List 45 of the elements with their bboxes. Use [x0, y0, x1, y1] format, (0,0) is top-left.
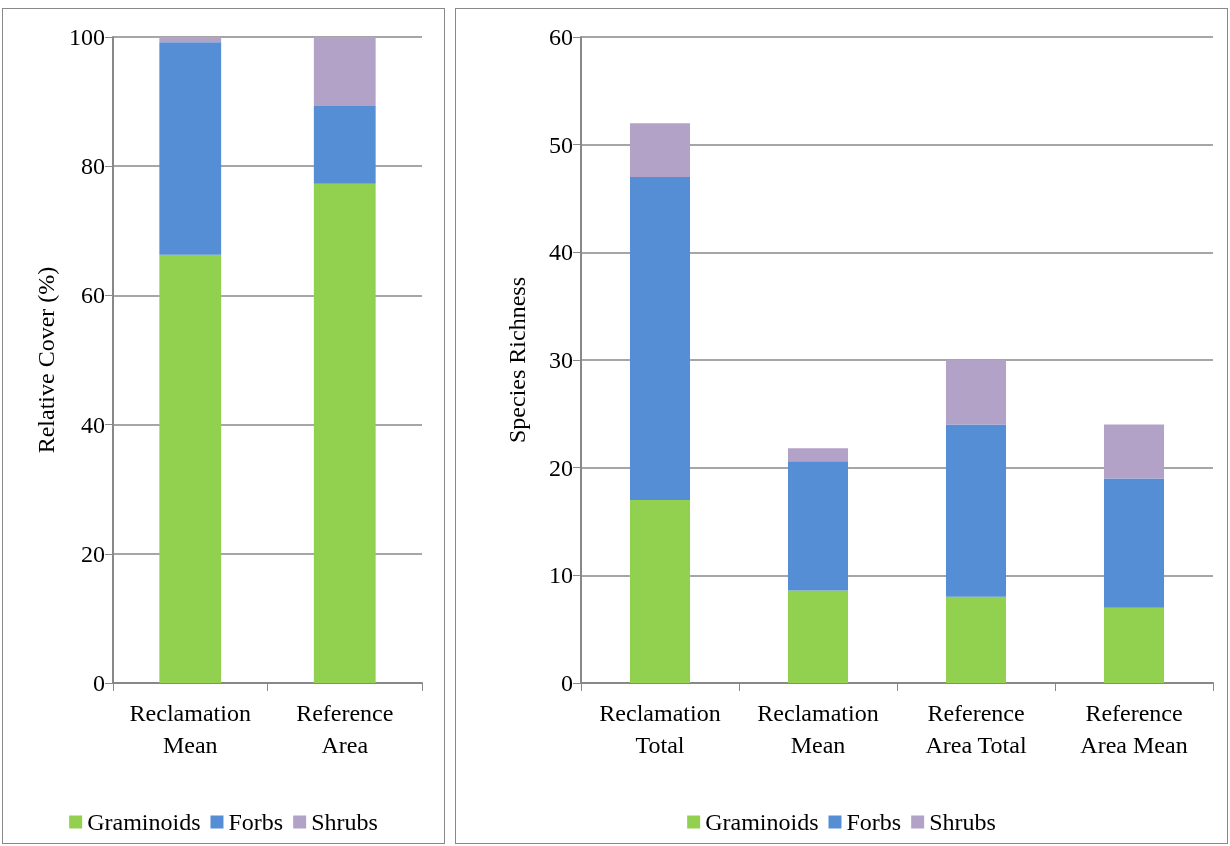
bar: [787, 448, 849, 462]
bar: [787, 590, 849, 683]
bar: [629, 176, 691, 500]
legend-label: Shrubs: [311, 809, 378, 835]
bar: [159, 37, 222, 43]
y-axis-title: Relative Cover (%): [33, 266, 60, 454]
y-tick-label: 30: [549, 347, 573, 373]
x-tick-label: Reference Area: [296, 700, 394, 758]
y-tick-label: 40: [549, 239, 573, 266]
bar: [159, 42, 222, 255]
y-tick-label: 60: [549, 24, 573, 50]
y-tick-label: 80: [81, 153, 105, 180]
bar: [313, 37, 376, 107]
bar: [629, 499, 691, 683]
legend-label: Forbs: [846, 809, 902, 835]
legend-label: Shrubs: [929, 809, 996, 835]
bar: [629, 123, 691, 177]
y-tick-label: 50: [549, 131, 573, 158]
bar: [787, 461, 849, 591]
y-axis-title: Species Richness: [504, 277, 530, 443]
x-tick-label: Reference Area Total: [925, 700, 1027, 758]
x-tick-label: Reclamation Total: [599, 700, 721, 758]
y-tick-label: 0: [93, 670, 105, 696]
y-tick-label: 60: [81, 282, 105, 309]
bar: [945, 424, 1007, 597]
bar: [945, 360, 1007, 425]
bar: [1103, 607, 1165, 683]
y-tick-label: 20: [549, 454, 573, 481]
bar: [313, 106, 376, 184]
bar: [313, 183, 376, 683]
y-tick-label: 10: [549, 562, 573, 589]
x-tick-label: Reclamation Mean: [129, 700, 251, 758]
x-tick-label: Reclamation Mean: [757, 700, 879, 758]
bar: [945, 596, 1007, 683]
y-tick-label: 20: [81, 540, 105, 567]
x-tick-label: Reference Area Mean: [1080, 700, 1188, 758]
bar: [1103, 478, 1165, 608]
legend-label: Forbs: [228, 809, 284, 835]
legend-label: Graminoids: [87, 809, 201, 835]
legend-label: Graminoids: [705, 809, 819, 835]
bar: [159, 254, 222, 683]
y-tick-label: 100: [69, 24, 105, 50]
y-tick-label: 0: [561, 670, 573, 696]
bar: [1103, 424, 1165, 479]
y-tick-label: 40: [81, 411, 105, 438]
